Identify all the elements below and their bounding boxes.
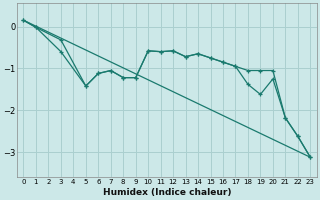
X-axis label: Humidex (Indice chaleur): Humidex (Indice chaleur) xyxy=(103,188,231,197)
